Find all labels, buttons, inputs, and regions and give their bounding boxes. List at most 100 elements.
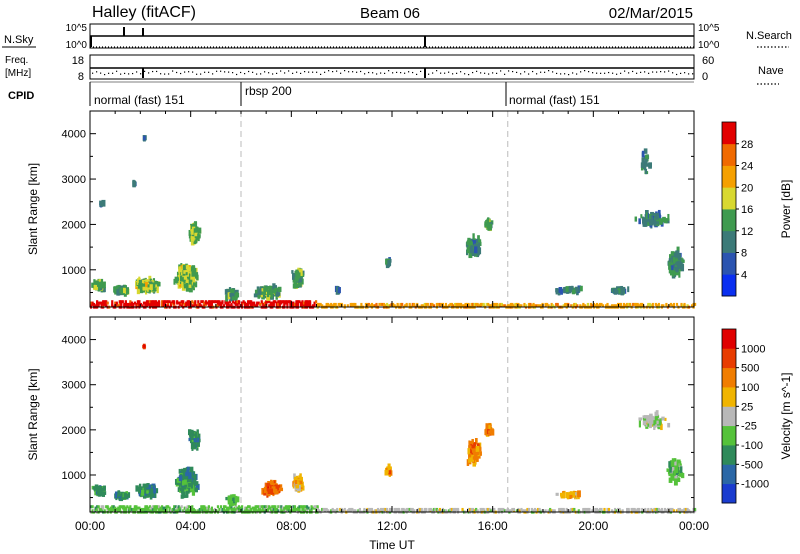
scatter-cell [295, 277, 299, 281]
scatter-cell [146, 490, 149, 494]
ground-scatter-cell [539, 304, 543, 308]
ground-scatter-cell [257, 507, 260, 511]
ground-scatter-cell [269, 304, 272, 308]
scatter-cell [142, 286, 146, 291]
ground-scatter-cell [117, 509, 120, 513]
ground-scatter-cell [185, 506, 188, 510]
scatter-cell [297, 267, 301, 275]
scatter-cell [102, 287, 106, 293]
nave-point [384, 72, 386, 74]
ground-scatter-cell [686, 507, 689, 511]
ground-scatter-cell [573, 302, 576, 306]
ground-scatter-cell [167, 300, 170, 304]
ground-scatter-cell [464, 302, 467, 306]
ground-scatter-cell [224, 509, 227, 513]
colorbar-segment [722, 165, 736, 188]
ground-scatter-cell [257, 301, 260, 305]
ground-scatter-cell [330, 509, 333, 513]
scatter-cell [471, 455, 474, 462]
scatter-cell [190, 276, 194, 280]
ground-scatter-cell [206, 506, 209, 510]
scatter-cell [149, 282, 152, 286]
ground-scatter-cell [387, 304, 390, 308]
ground-scatter-cell [479, 507, 482, 511]
ground-scatter-cell [298, 505, 301, 509]
scatter-cell [472, 456, 476, 460]
ground-scatter-cell [598, 507, 602, 511]
scatter-cell [179, 489, 183, 493]
scatter-cell [148, 275, 152, 283]
scatter-cell [570, 492, 575, 498]
scatter-cell [387, 469, 392, 475]
ground-scatter-cell [245, 302, 248, 306]
nave-point [260, 73, 262, 75]
scatter-cell [188, 278, 192, 285]
ground-scatter-cell [505, 509, 508, 513]
ground-scatter-cell [530, 507, 534, 511]
ground-scatter-cell [499, 507, 502, 511]
ground-scatter-cell [473, 509, 476, 513]
ground-scatter-cell [324, 507, 327, 511]
ground-scatter-cell [263, 505, 266, 509]
scatter-cell [301, 273, 305, 278]
ground-scatter-cell [244, 301, 247, 305]
scatter-cell [654, 416, 658, 421]
scatter-cell [100, 202, 103, 207]
scatter-cell [666, 468, 670, 472]
ground-scatter-cell [334, 302, 337, 306]
scatter-cell [146, 483, 150, 488]
scatter-cell [678, 271, 681, 278]
ground-scatter-cell [440, 302, 443, 306]
ground-scatter-cell [487, 302, 490, 306]
ground-scatter-cell [449, 507, 452, 511]
ground-scatter-cell [549, 507, 552, 511]
scatter-cell [620, 288, 623, 293]
ground-scatter-cell [552, 509, 555, 513]
ground-scatter-cell [384, 304, 387, 308]
ground-scatter-cell [524, 304, 528, 308]
ground-scatter-cell [195, 304, 198, 308]
ground-scatter-cell [680, 302, 683, 306]
colorbar-segment [722, 143, 736, 166]
ground-scatter-cell [547, 304, 550, 308]
scatter-cell [474, 451, 479, 455]
scatter-cell [293, 473, 296, 480]
nave-point [656, 71, 658, 73]
ground-scatter-cell [322, 507, 325, 511]
scatter-cell [644, 416, 648, 422]
scatter-cell [566, 493, 570, 500]
ground-scatter-cell [515, 509, 519, 513]
ground-scatter-cell [644, 507, 647, 511]
ground-scatter-cell [198, 302, 201, 306]
scatter-cell [299, 277, 303, 283]
nave-point [564, 73, 566, 75]
colorbar-tick-label: -100 [741, 440, 763, 452]
ground-scatter-cell [592, 302, 596, 306]
ground-scatter-cell [130, 301, 133, 305]
scatter-cell [669, 254, 672, 258]
scatter-cell [178, 475, 183, 482]
ground-scatter-cell [311, 304, 315, 308]
ground-scatter-cell [349, 302, 352, 306]
colorbar-tick-label: -1000 [741, 479, 769, 491]
nave-point [484, 72, 486, 74]
ground-scatter-cell [351, 507, 354, 511]
scatter-cell [676, 459, 681, 466]
ground-scatter-cell [111, 509, 114, 513]
nave-point [208, 71, 210, 73]
ground-scatter-cell [295, 507, 298, 511]
ground-scatter-cell [102, 300, 105, 304]
scatter-cell [477, 238, 481, 244]
ground-scatter-cell [638, 507, 641, 511]
scatter-cell [124, 288, 129, 294]
scatter-cell [147, 284, 151, 288]
ground-scatter-cell [651, 509, 654, 513]
ground-scatter-cell [221, 507, 224, 511]
scatter-cell [675, 461, 679, 466]
ground-scatter-cell [186, 507, 189, 511]
ground-scatter-cell [224, 300, 227, 304]
ground-scatter-cell [207, 509, 210, 513]
ground-scatter-cell [470, 507, 473, 511]
ground-scatter-cell [182, 509, 185, 513]
